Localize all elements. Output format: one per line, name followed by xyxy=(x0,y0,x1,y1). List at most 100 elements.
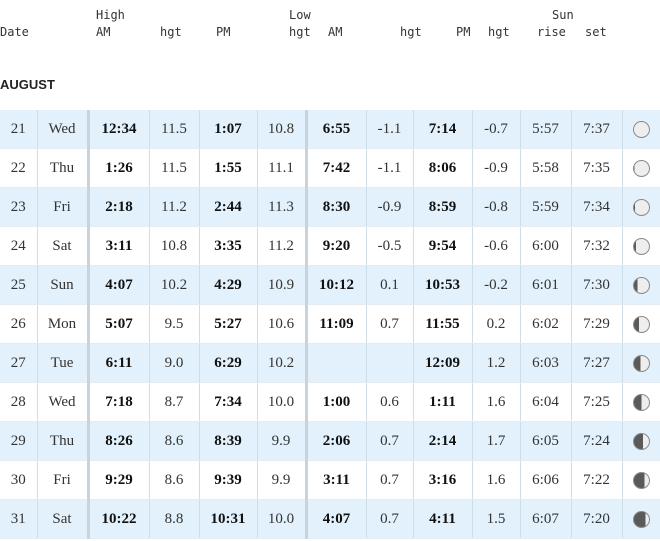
weekday-cell: Fri xyxy=(37,460,90,500)
low-am-height: -0.9 xyxy=(366,187,414,227)
weekday-cell: Mon xyxy=(37,304,90,344)
high-am-time: 5:07 xyxy=(88,304,150,344)
low-am-time xyxy=(306,343,367,383)
moon-phase-cell xyxy=(622,226,660,266)
moon-phase-icon xyxy=(632,120,650,138)
high-am-time: 4:07 xyxy=(88,265,150,305)
sunset-cell: 7:22 xyxy=(571,460,623,500)
high-pm-height: 11.1 xyxy=(257,148,308,188)
low-pm-time: 10:53 xyxy=(413,265,473,305)
date-cell: 30 xyxy=(0,460,38,500)
weekday-cell: Thu xyxy=(37,421,90,461)
low-pm-height: 1.5 xyxy=(472,499,521,539)
low-pm-time: 9:54 xyxy=(413,226,473,266)
high-am-height: 8.8 xyxy=(149,499,200,539)
table-row: 23 Fri 2:18 11.2 2:44 11.3 8:30 -0.9 8:59 -0.8 5:5… xyxy=(0,187,660,227)
moon-phase-cell xyxy=(622,304,660,344)
sunrise-cell: 6:05 xyxy=(520,421,572,461)
high-am-time: 7:18 xyxy=(88,382,150,422)
month-label: AUGUST xyxy=(0,77,55,92)
sunset-cell: 7:29 xyxy=(571,304,623,344)
sunset-cell: 7:25 xyxy=(571,382,623,422)
moon-phase-cell xyxy=(622,187,660,227)
high-pm-height: 10.0 xyxy=(257,382,308,422)
high-am-time: 3:11 xyxy=(88,226,150,266)
low-header: Low xyxy=(289,8,311,22)
high-pm-time: 1:07 xyxy=(199,110,258,149)
low-am-height: 0.6 xyxy=(366,382,414,422)
high-am-height: 9.5 xyxy=(149,304,200,344)
low-am-height: 0.7 xyxy=(366,460,414,500)
high-pm-height: 10.0 xyxy=(257,499,308,539)
low-pm-height: -0.7 xyxy=(472,110,521,149)
low-pm-header: PM xyxy=(456,25,471,39)
high-pm-time: 4:29 xyxy=(199,265,258,305)
high-pm-time: 1:55 xyxy=(199,148,258,188)
moon-phase-icon xyxy=(632,159,650,177)
high-am-hgt-header: hgt xyxy=(160,25,182,39)
sunrise-cell: 6:00 xyxy=(520,226,572,266)
high-am-height: 9.0 xyxy=(149,343,200,383)
low-am-header: AM xyxy=(328,25,343,39)
low-am-time: 6:55 xyxy=(306,110,367,149)
date-cell: 29 xyxy=(0,421,38,461)
moon-phase-cell xyxy=(622,421,660,461)
high-am-time: 9:29 xyxy=(88,460,150,500)
low-am-time: 3:11 xyxy=(306,460,367,500)
weekday-cell: Fri xyxy=(37,187,90,227)
table-row: 26 Mon 5:07 9.5 5:27 10.6 11:09 0.7 11:55 0.2 6:02… xyxy=(0,304,660,344)
high-pm-time: 6:29 xyxy=(199,343,258,383)
moon-phase-icon xyxy=(632,354,650,372)
high-am-height: 11.5 xyxy=(149,110,200,149)
high-pm-height: 10.2 xyxy=(257,343,308,383)
low-pm-time: 4:11 xyxy=(413,499,473,539)
low-pm-height: -0.9 xyxy=(472,148,521,188)
high-pm-time: 9:39 xyxy=(199,460,258,500)
moon-phase-icon xyxy=(632,237,650,255)
sunrise-header: rise xyxy=(537,25,566,39)
low-am-height: 0.7 xyxy=(366,421,414,461)
moon-phase-icon xyxy=(632,276,650,294)
low-am-height: -1.1 xyxy=(366,148,414,188)
high-pm-time: 3:35 xyxy=(199,226,258,266)
date-cell: 28 xyxy=(0,382,38,422)
high-am-height: 10.8 xyxy=(149,226,200,266)
low-pm-hgt-header: hgt xyxy=(488,25,510,39)
moon-phase-cell xyxy=(622,265,660,305)
moon-phase-cell xyxy=(622,460,660,500)
date-cell: 22 xyxy=(0,148,38,188)
high-am-time: 10:22 xyxy=(88,499,150,539)
sunset-cell: 7:34 xyxy=(571,187,623,227)
high-pm-time: 8:39 xyxy=(199,421,258,461)
low-pm-height: -0.2 xyxy=(472,265,521,305)
low-am-height: 0.7 xyxy=(366,304,414,344)
moon-phase-cell xyxy=(622,382,660,422)
low-am-height: -1.1 xyxy=(366,110,414,149)
low-pm-height: 1.6 xyxy=(472,382,521,422)
sunset-cell: 7:32 xyxy=(571,226,623,266)
low-pm-height: 1.7 xyxy=(472,421,521,461)
date-cell: 21 xyxy=(0,110,38,149)
low-pm-time: 11:55 xyxy=(413,304,473,344)
low-am-time: 1:00 xyxy=(306,382,367,422)
table-row: 30 Fri 9:29 8.6 9:39 9.9 3:11 0.7 3:16 1.6 6:06 7:2… xyxy=(0,460,660,500)
low-pm-height: 1.2 xyxy=(472,343,521,383)
moon-phase-icon xyxy=(632,471,650,489)
low-am-time: 4:07 xyxy=(306,499,367,539)
high-am-height: 11.2 xyxy=(149,187,200,227)
moon-phase-icon xyxy=(632,393,650,411)
date-cell: 23 xyxy=(0,187,38,227)
sunrise-cell: 6:01 xyxy=(520,265,572,305)
weekday-cell: Thu xyxy=(37,148,90,188)
date-cell: 27 xyxy=(0,343,38,383)
high-am-height: 10.2 xyxy=(149,265,200,305)
weekday-cell: Sat xyxy=(37,499,90,539)
high-pm-height: 10.9 xyxy=(257,265,308,305)
low-pm-time: 2:14 xyxy=(413,421,473,461)
high-pm-header: PM xyxy=(216,25,231,39)
high-pm-time: 10:31 xyxy=(199,499,258,539)
high-am-height: 8.7 xyxy=(149,382,200,422)
moon-phase-cell xyxy=(622,110,660,149)
low-am-time: 9:20 xyxy=(306,226,367,266)
low-am-time: 8:30 xyxy=(306,187,367,227)
